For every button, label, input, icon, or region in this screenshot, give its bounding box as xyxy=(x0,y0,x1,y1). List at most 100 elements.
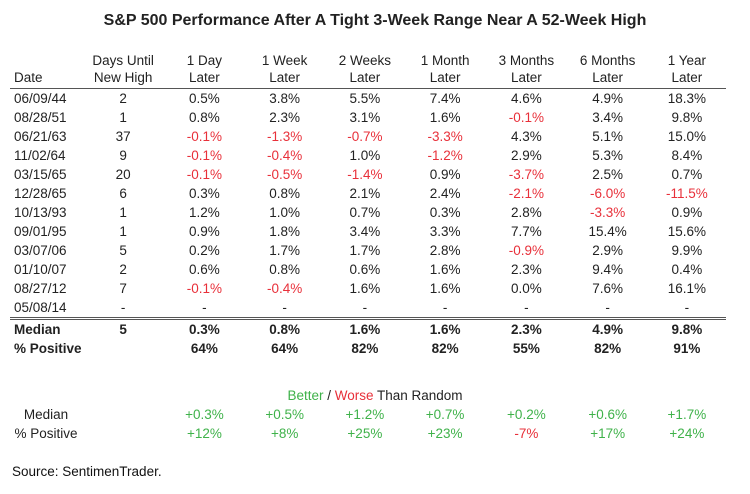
table-cell: 82% xyxy=(351,341,379,356)
table-cell: 1 xyxy=(119,110,127,125)
table-cell: - xyxy=(442,300,448,315)
table-cell: -3.7% xyxy=(508,167,545,182)
table-cell: 3.8% xyxy=(269,91,301,106)
column-header: 6 Months Later xyxy=(567,52,648,89)
table-title: S&P 500 Performance After A Tight 3-Week… xyxy=(103,12,647,29)
table-cell: -3.3% xyxy=(590,205,626,220)
table-cell: 64% xyxy=(271,341,299,356)
table-cell: 0.6% xyxy=(189,262,220,277)
table-cell: +0.3% xyxy=(185,407,224,422)
table-cell: 1.6% xyxy=(324,317,405,339)
performance-table: Date Days Until New High 1 Day Later 1 Wee… xyxy=(10,52,726,358)
column-header: 1 Year Later xyxy=(647,52,726,89)
random-comparison-title: Better / Worse Than Random xyxy=(287,388,463,403)
table-cell: +0.6% xyxy=(588,407,627,422)
table-cell: +0.5% xyxy=(265,407,304,422)
table-cell: -0.1% xyxy=(186,167,223,182)
table-cell: 6 xyxy=(119,186,127,201)
column-header: Date xyxy=(10,52,82,89)
table-cell: 0.5% xyxy=(189,91,220,106)
table-cell: +24% xyxy=(669,426,705,441)
table-cell: 08/27/12 xyxy=(14,281,67,296)
table-cell: 03/07/06 xyxy=(14,243,67,258)
table-cell: +0.2% xyxy=(507,407,546,422)
table-cell: 8.4% xyxy=(671,148,703,163)
table-cell: 9.8% xyxy=(647,317,726,339)
table-cell: 0.9% xyxy=(671,205,703,220)
table-cell: 82% xyxy=(431,341,459,356)
table-cell: 2 xyxy=(119,91,127,106)
table-cell: 01/10/07 xyxy=(14,262,67,277)
table-cell: -11.5% xyxy=(665,186,708,201)
table-cell: 1.0% xyxy=(269,205,301,220)
table-cell: +0.7% xyxy=(425,407,465,422)
table-cell: +23% xyxy=(427,426,463,441)
table-cell: -0.1% xyxy=(508,110,545,125)
table-cell: 3.4% xyxy=(349,224,381,239)
table-cell: 5 xyxy=(119,243,127,258)
table-cell: -1.2% xyxy=(427,148,463,163)
table-row: 03/07/06 5 0.2% 1.7% 1.7% 2.8% -0.9% 2.9% 9.9% xyxy=(10,241,726,260)
table-cell: 03/15/65 xyxy=(14,167,67,182)
table-cell: 0.8% xyxy=(269,262,301,277)
header-row: Date Days Until New High 1 Day Later 1 Wee… xyxy=(10,52,726,89)
table-row: 01/10/07 2 0.6% 0.8% 0.6% 1.6% 2.3% 9.4% 0.4% xyxy=(10,260,726,279)
table-cell: 9.9% xyxy=(671,243,703,258)
table-cell: 0.3% xyxy=(189,186,220,201)
table-row: 05/08/14 - - - - - - - - xyxy=(10,298,726,319)
table-cell: 0.7% xyxy=(349,205,381,220)
table-cell: % Positive xyxy=(14,341,82,356)
table-cell: +12% xyxy=(186,426,222,441)
table-cell: +8% xyxy=(270,426,299,441)
table-cell: -0.7% xyxy=(347,129,383,144)
table-cell: 64% xyxy=(190,341,218,356)
table-cell: 2.9% xyxy=(592,243,624,258)
table-cell: 9.4% xyxy=(592,262,624,277)
table-cell: - xyxy=(120,300,126,315)
table-cell: - xyxy=(605,300,610,315)
table-cell: 1.6% xyxy=(429,262,461,277)
table-cell: 1.6% xyxy=(429,281,461,296)
table-cell: +17% xyxy=(590,426,626,441)
table-row: 08/27/12 7 -0.1% -0.4% 1.6% 1.6% 0.0% 7.6% 16.1% xyxy=(10,279,726,298)
table-cell: 4.3% xyxy=(510,129,542,144)
table-cell: 1 xyxy=(119,205,127,220)
table-cell: 15.6% xyxy=(667,224,707,239)
table-cell: 9 xyxy=(119,148,127,163)
table-cell: 4.6% xyxy=(510,91,542,106)
table-cell: 2.3% xyxy=(510,262,542,277)
column-header: 1 Month Later xyxy=(405,52,486,89)
table-cell: - xyxy=(202,300,207,315)
table-cell: 1 xyxy=(119,224,127,239)
table-cell: -0.4% xyxy=(267,148,303,163)
table-cell: 16.1% xyxy=(667,281,707,296)
table-cell: - xyxy=(282,300,287,315)
table-row: 10/13/93 1 1.2% 1.0% 0.7% 0.3% 2.8% -3.3% 0.9% xyxy=(10,203,726,222)
column-header: 1 Week Later xyxy=(244,52,325,89)
table-cell xyxy=(82,424,164,443)
table-cell: 15.4% xyxy=(588,224,627,239)
table-cell: 08/28/51 xyxy=(14,110,67,125)
table-cell: -0.5% xyxy=(267,167,303,182)
table-cell: -6.0% xyxy=(590,186,626,201)
table-cell: 5.5% xyxy=(349,91,381,106)
table-cell: 1.6% xyxy=(405,317,486,339)
table-cell: 0.6% xyxy=(349,262,381,277)
table-cell: -3.3% xyxy=(427,129,463,144)
median-row: Median 5 0.3% 0.8% 1.6% 1.6% 2.3% 4.9% 9… xyxy=(10,317,726,339)
table-row: 09/01/95 1 0.9% 1.8% 3.4% 3.3% 7.7% 15.4% 15.6% xyxy=(10,222,726,241)
table-cell: 06/09/44 xyxy=(14,91,67,106)
table-cell: -1.4% xyxy=(347,167,383,182)
positive-row: % Positive 64% 64% 82% 82% 55% 82% 91% xyxy=(10,339,726,358)
column-header: 2 Weeks Later xyxy=(324,52,405,89)
better-label: Better xyxy=(287,388,324,403)
table-cell: 0.7% xyxy=(671,167,703,182)
table-cell: -7% xyxy=(514,426,539,441)
table-cell: 1.6% xyxy=(429,110,461,125)
table-cell: +25% xyxy=(347,426,383,441)
table-cell: 9.8% xyxy=(671,110,703,125)
table-cell: 2.3% xyxy=(485,317,568,339)
table-cell: 2.5% xyxy=(592,167,624,182)
table-cell: 10/13/93 xyxy=(14,205,67,220)
table-cell: 0.9% xyxy=(189,224,220,239)
